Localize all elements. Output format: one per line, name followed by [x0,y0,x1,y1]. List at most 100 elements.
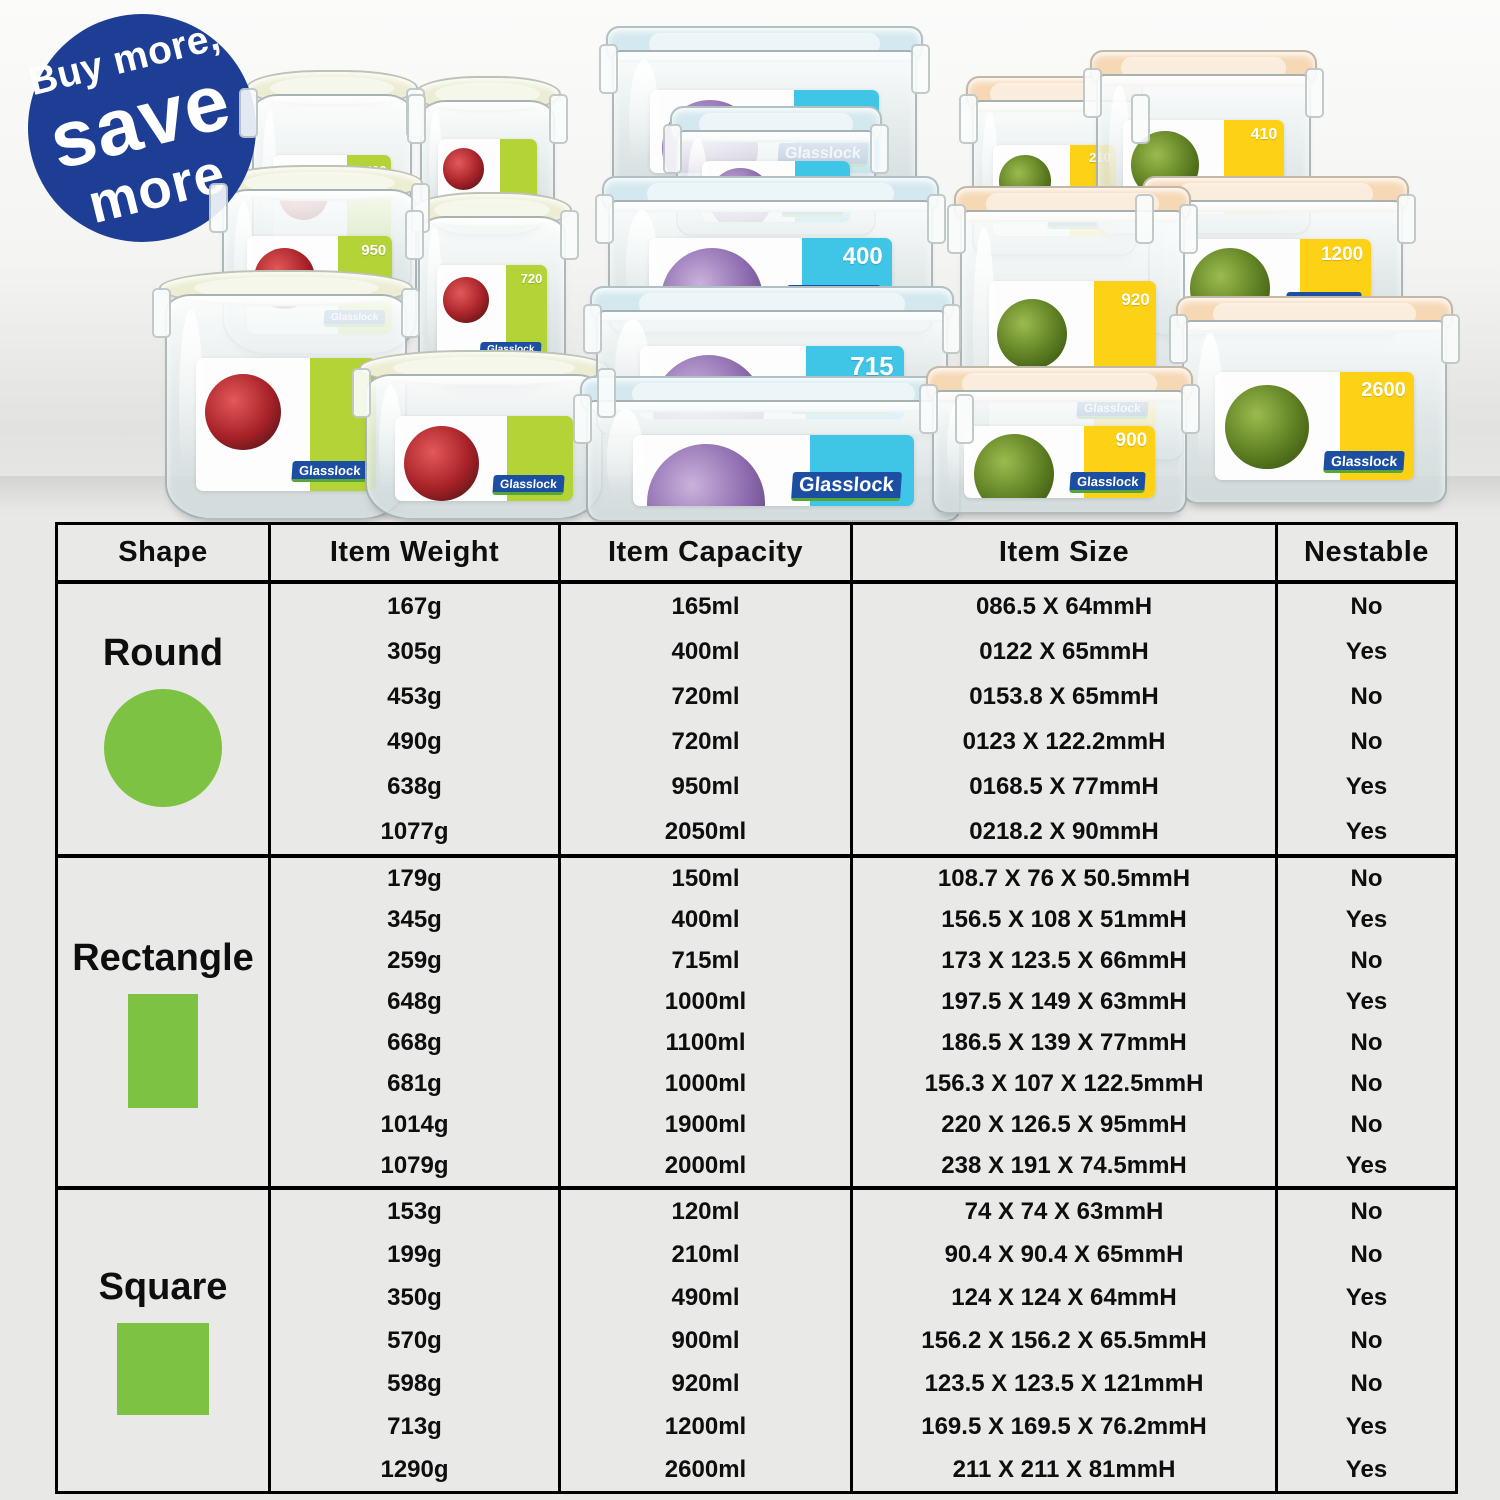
table-row: 259g 715ml 173 X 123.5 X 66mmH No [57,940,1458,981]
cell-weight: 490g [268,719,561,764]
cell-size: 197.5 X 149 X 63mmH [850,981,1278,1022]
container-rect-blue: Glasslock [573,376,974,522]
cell-size: 123.5 X 123.5 X 121mmH [850,1362,1278,1405]
cell-weight: 1079g [268,1145,561,1188]
cell-weight: 199g [268,1233,561,1276]
cell-size: 74 X 74 X 63mmH [850,1186,1278,1233]
table-row: 1077g 2050ml 0218.2 X 90mmH Yes [57,809,1458,856]
column-header: Item Weight [268,523,561,584]
cell-capacity: 490ml [558,1276,853,1319]
cell-nestable: No [1275,1319,1458,1362]
glass-shine [606,409,644,511]
shape-label: Square [98,1266,228,1308]
table-row: Square 153g 120ml 74 X 74 X 63mmH No [55,1186,1458,1493]
container-label: Glasslock [395,415,573,501]
table-row: 570g 900ml 156.2 X 156.2 X 65.5mmH No [57,1319,1458,1362]
cell-size: 124 X 124 X 64mmH [850,1276,1278,1319]
container-label: 2600 Glasslock [1215,372,1414,481]
table-row: 345g 400ml 156.5 X 108 X 51mmH Yes [57,899,1458,940]
container-label: Glasslock [632,435,915,506]
label-capacity: 920 [1121,290,1150,310]
cell-capacity: 165ml [558,582,853,629]
cell-weight: 153g [268,1186,561,1233]
label-food-image [973,434,1054,498]
shape-swatch-vrect [128,993,198,1108]
cell-capacity: 120ml [558,1186,853,1233]
table-row: Rectangle 179g 150ml 108.7 X 76 X 50.5mmH No [55,854,1458,1188]
table-row: 1014g 1900ml 220 X 126.5 X 95mmH No [57,1104,1458,1145]
brand-logo: Glasslock [492,474,565,495]
cell-weight: 305g [268,629,561,674]
container-sq-peach: 900 Glasslock [919,366,1200,514]
brand-logo: Glasslock [1322,450,1405,473]
table-row: 305g 400ml 0122 X 65mmH Yes [57,629,1458,674]
table-row: 490g 720ml 0123 X 122.2mmH No [57,719,1458,764]
shape-swatch-square [117,1323,209,1415]
cell-nestable: Yes [1275,981,1458,1022]
cell-size: 156.2 X 156.2 X 65.5mmH [850,1319,1278,1362]
cell-nestable: Yes [1275,1405,1458,1448]
cell-nestable: No [1275,854,1458,899]
table-row: 1290g 2600ml 211 X 211 X 81mmH Yes [57,1448,1458,1493]
cell-size: 0122 X 65mmH [850,629,1278,674]
table-row: 681g 1000ml 156.3 X 107 X 122.5mmH No [57,1063,1458,1104]
cell-size: 220 X 126.5 X 95mmH [850,1104,1278,1145]
cell-size: 086.5 X 64mmH [850,582,1278,629]
cell-nestable: No [1275,1186,1458,1233]
glass-shine [178,309,203,501]
label-capacity: 410 [1250,125,1278,143]
cell-nestable: Yes [1275,1448,1458,1493]
cell-weight: 648g [268,981,561,1022]
cell-nestable: Yes [1275,629,1458,674]
cell-weight: 570g [268,1319,561,1362]
column-header: Nestable [1275,523,1458,584]
cell-weight: 638g [268,764,561,809]
cell-nestable: No [1275,582,1458,629]
label-capacity: 1200 [1320,243,1364,265]
cell-nestable: Yes [1275,1145,1458,1188]
cell-nestable: No [1275,674,1458,719]
shape-swatch-circle [104,688,222,807]
cell-size: 0153.8 X 65mmH [850,674,1278,719]
label-food-image [442,148,485,191]
column-header: Item Size [850,523,1278,584]
cell-weight: 179g [268,854,561,899]
cell-size: 156.5 X 108 X 51mmH [850,899,1278,940]
container-body: 2600 Glasslock [1182,320,1447,504]
cell-capacity: 2050ml [558,809,853,856]
cell-weight: 167g [268,582,561,629]
table-row: 1079g 2000ml 238 X 191 X 74.5mmH Yes [57,1145,1458,1188]
header-row: Shape Item Weight Item Capacity Item Size Ne… [55,523,1458,584]
product-photo: 400GlasslockGlasslock950Glasslock720Glas… [0,0,1500,522]
spec-table-body: Round 167g 165ml 086.5 X 64mmH No 305g 400ml 01… [55,582,1458,1493]
cell-nestable: Yes [1275,899,1458,940]
label-capacity: 720 [520,271,543,287]
glass-shine [629,60,660,179]
cell-size: 211 X 211 X 81mmH [850,1448,1278,1493]
cell-nestable: No [1275,1233,1458,1276]
label-capacity: 950 [361,242,387,260]
table-row: 713g 1200ml 169.5 X 169.5 X 76.2mmH Yes [57,1405,1458,1448]
cell-capacity: 1200ml [558,1405,853,1448]
label-food-image [204,374,281,451]
cell-weight: 453g [268,674,561,719]
label-food-image [442,277,489,324]
label-food-image [646,443,766,506]
table-row: 453g 720ml 0153.8 X 65mmH No [57,674,1458,719]
cell-capacity: 900ml [558,1319,853,1362]
table-row: 638g 950ml 0168.5 X 77mmH Yes [57,764,1458,809]
cell-weight: 681g [268,1063,561,1104]
shape-cell-round: Round [55,582,271,856]
table-row: 350g 490ml 124 X 124 X 64mmH Yes [57,1276,1458,1319]
container-round-green: Glasslock [352,350,616,520]
cell-capacity: 400ml [558,629,853,674]
cell-capacity: 2600ml [558,1448,853,1493]
cell-nestable: No [1275,940,1458,981]
cell-weight: 345g [268,899,561,940]
cell-size: 0218.2 X 90mmH [850,809,1278,856]
table-row: 648g 1000ml 197.5 X 149 X 63mmH Yes [57,981,1458,1022]
container-body: 900 Glasslock [932,390,1187,514]
label-food-image [403,425,479,501]
